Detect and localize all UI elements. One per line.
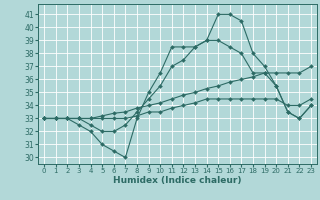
X-axis label: Humidex (Indice chaleur): Humidex (Indice chaleur) (113, 176, 242, 185)
